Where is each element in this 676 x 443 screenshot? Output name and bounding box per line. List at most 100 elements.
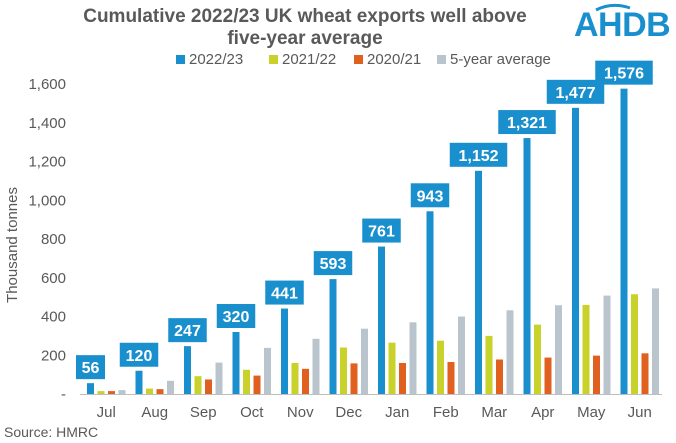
legend-swatch — [176, 55, 185, 64]
bar-5-year-average-apr — [555, 305, 562, 394]
bar-2021-22-may — [582, 304, 590, 394]
bar-2021-22-dec — [340, 347, 347, 394]
bar-2021-22-jul — [97, 391, 105, 394]
bar-2020-21-nov — [302, 368, 309, 394]
data-label: 1,477 — [555, 85, 595, 102]
data-label: 56 — [82, 360, 100, 377]
x-tick-label: May — [577, 404, 606, 421]
legend-label: 2020/21 — [367, 51, 421, 68]
legend-swatch — [354, 55, 363, 64]
bar-2022-23-oct — [232, 332, 240, 394]
x-tick-label: Apr — [531, 404, 554, 421]
bar-5-year-average-sep — [215, 362, 223, 394]
bar-2022-23-jul — [87, 383, 94, 394]
data-label-box — [362, 218, 401, 243]
x-tick-label: Oct — [240, 404, 264, 421]
legend-label: 2021/22 — [282, 51, 336, 68]
bar-2022-23-nov — [281, 308, 288, 394]
data-label: 943 — [417, 188, 444, 205]
bar-2021-22-oct — [243, 369, 250, 394]
bar-5-year-average-may — [603, 295, 611, 394]
bar-5-year-average-jul — [118, 390, 126, 394]
source-note: Source: HMRC — [4, 424, 99, 440]
data-label-box — [265, 280, 304, 305]
bar-2022-23-aug — [135, 370, 143, 394]
data-label: 247 — [174, 323, 201, 340]
ahdb-logo: AHDB — [574, 6, 671, 44]
data-label-box — [498, 110, 556, 135]
x-tick-label: Dec — [335, 404, 362, 421]
bar-2021-22-sep — [194, 376, 202, 394]
bar-2020-21-dec — [350, 363, 358, 394]
chart-title-line-1: Cumulative 2022/23 UK wheat exports well… — [83, 6, 527, 27]
data-label-box — [76, 355, 105, 380]
y-tick-label: 1,400 — [28, 115, 66, 132]
bar-2022-23-dec — [329, 279, 337, 394]
bar-2020-21-jul — [108, 391, 115, 394]
data-label: 441 — [271, 286, 298, 303]
bar-5-year-average-feb — [458, 316, 465, 394]
x-tick-label: Aug — [141, 404, 168, 421]
y-tick-label: 600 — [41, 270, 66, 287]
bar-2021-22-jun — [631, 294, 638, 394]
data-label-box — [595, 60, 653, 85]
bar-5-year-average-oct — [264, 347, 271, 394]
y-tick-label: 1,600 — [28, 76, 66, 93]
bar-2020-21-apr — [544, 357, 552, 394]
bar-2021-22-apr — [534, 324, 541, 394]
bar-2022-23-jun — [620, 88, 628, 395]
bar-2020-21-feb — [447, 362, 455, 394]
y-tick-label: - — [61, 386, 66, 403]
data-label-box — [313, 251, 353, 276]
bar-2021-22-feb — [437, 340, 444, 394]
bar-2020-21-sep — [205, 379, 212, 394]
legend-swatch — [437, 55, 446, 64]
bar-2020-21-oct — [253, 375, 261, 394]
data-label-box — [216, 304, 256, 328]
data-label-box — [119, 342, 159, 367]
legend-swatch — [269, 55, 278, 64]
bar-5-year-average-jun — [652, 288, 659, 394]
data-label: 1,321 — [507, 115, 547, 132]
bar-5-year-average-mar — [506, 310, 514, 394]
data-label-box — [546, 79, 605, 104]
bar-5-year-average-dec — [361, 328, 368, 394]
y-tick-label: 800 — [41, 231, 66, 248]
x-tick-label: Nov — [287, 404, 314, 421]
bar-2022-23-apr — [523, 138, 531, 394]
legend-label: 5-year average — [450, 51, 551, 68]
bar-2022-23-jan — [378, 246, 385, 394]
bar-2022-23-mar — [475, 170, 482, 394]
x-tick-label: Sep — [190, 404, 217, 421]
x-tick-label: Jul — [97, 404, 116, 421]
data-label-box — [410, 183, 450, 208]
bar-2021-22-jan — [388, 342, 396, 394]
data-label: 1,152 — [458, 148, 498, 165]
y-tick-label: 1,000 — [28, 192, 66, 209]
x-tick-label: Mar — [481, 404, 507, 421]
bar-2021-22-aug — [146, 388, 153, 394]
y-tick-label: 400 — [41, 309, 66, 326]
bar-5-year-average-nov — [312, 338, 320, 394]
bar-5-year-average-jan — [409, 322, 417, 394]
x-tick-label: Jun — [628, 404, 652, 421]
bar-2021-22-nov — [291, 363, 299, 394]
data-label: 320 — [223, 309, 250, 326]
data-label-box — [449, 142, 508, 167]
legend-label: 2022/23 — [189, 51, 243, 68]
y-tick-label: 200 — [41, 347, 66, 364]
bar-2022-23-feb — [426, 211, 434, 394]
y-tick-label: 1,200 — [28, 154, 66, 171]
data-label: 761 — [368, 224, 395, 241]
bar-2020-21-aug — [156, 389, 164, 394]
x-tick-label: Feb — [433, 404, 459, 421]
data-label: 120 — [126, 348, 153, 365]
logo-swoosh-icon — [595, 3, 631, 12]
data-label: 1,576 — [604, 66, 644, 83]
x-tick-label: Jan — [385, 404, 409, 421]
bar-2020-21-jun — [641, 353, 649, 394]
data-label-box — [168, 318, 207, 343]
bar-2020-21-mar — [496, 359, 503, 394]
bar-5-year-average-aug — [167, 380, 174, 394]
